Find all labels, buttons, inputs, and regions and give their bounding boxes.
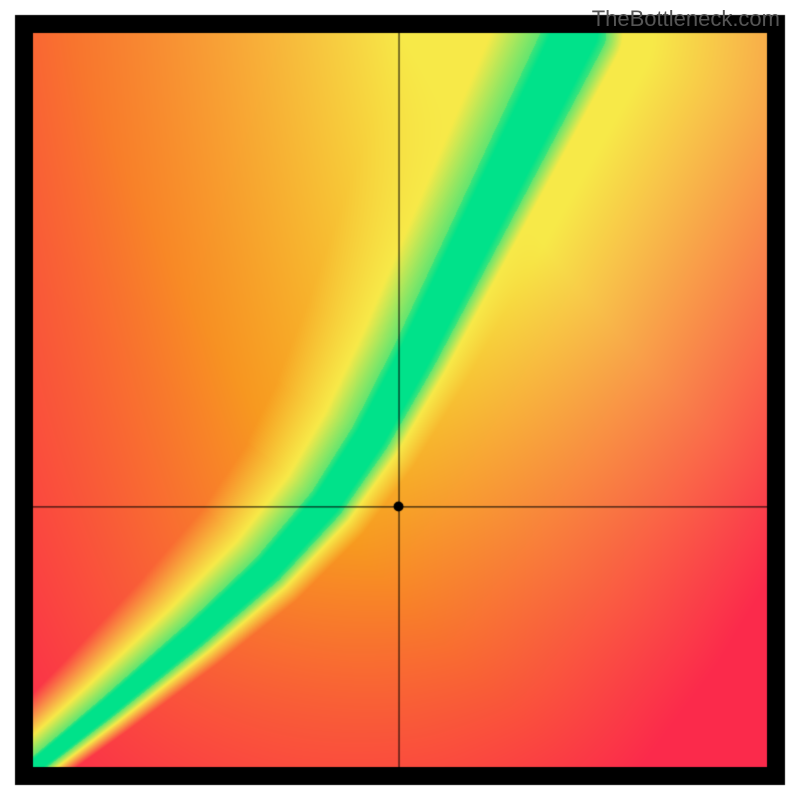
watermark-text: TheBottleneck.com (592, 6, 780, 32)
heatmap-canvas (0, 0, 800, 800)
chart-container: TheBottleneck.com (0, 0, 800, 800)
